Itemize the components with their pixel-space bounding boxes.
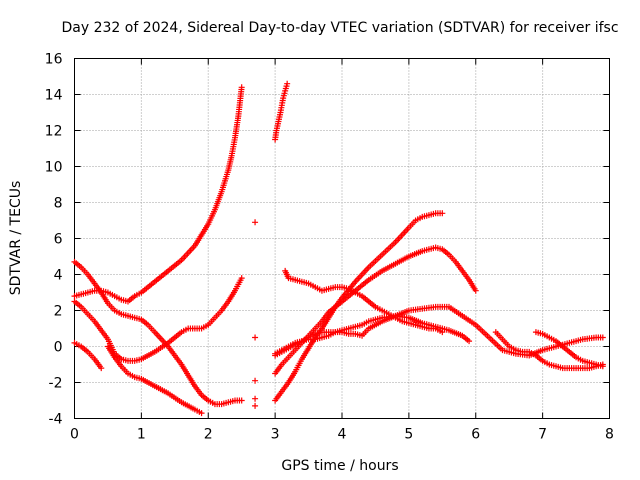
x-tick-label: 3 [271,427,280,443]
data-point-marker [439,210,446,217]
data-point-marker [98,365,105,372]
series-arc-9 [272,244,479,377]
data-point-marker [238,397,245,404]
series-arc-6 [272,80,291,143]
y-tick-label: -2 [49,376,63,392]
y-tick-label: 12 [45,124,63,140]
data-point-marker [252,334,259,341]
series-arc-2 [71,258,245,408]
series-arc-11 [272,312,473,357]
x-axis-label: GPS time / hours [281,458,398,474]
data-point-marker [599,334,606,341]
x-tick-label: 8 [605,427,614,443]
x-tick-label: 5 [404,427,413,443]
y-tick-label: 10 [45,160,63,176]
series-arc-8 [272,210,446,404]
series-arc-3 [71,275,245,364]
y-tick-label: 8 [54,196,63,212]
y-tick-label: 6 [54,232,63,248]
y-tick-label: 16 [45,52,63,68]
x-tick-label: 2 [204,427,213,443]
y-tick-label: 14 [45,88,63,104]
y-tick-label: 4 [54,268,63,284]
data-point-marker [466,338,473,345]
series-arc-1 [71,84,245,305]
y-tick-label: 0 [54,340,63,356]
data-point-marker [252,395,259,402]
x-tick-label: 1 [137,427,146,443]
x-tick-label: 6 [471,427,480,443]
x-tick-label: 0 [70,427,79,443]
data-point-marker [472,287,479,294]
data-point-marker [599,363,606,370]
y-axis-label: SDTVAR / TECUs [8,181,24,296]
grid-layer [74,58,610,419]
data-point-marker [198,410,205,417]
series-isolated-points [252,219,259,409]
data-point-marker [252,219,259,226]
data-point-marker [238,275,245,282]
series-arc-13 [532,329,606,370]
series-arc-5 [104,343,205,417]
chart-title: Day 232 of 2024, Sidereal Day-to-day VTE… [61,20,618,36]
y-tick-label: -4 [49,412,63,428]
series-arc-4 [71,339,105,372]
data-point-marker [252,402,259,409]
x-tick-label: 7 [538,427,547,443]
data-point-marker [252,377,259,384]
data-point-marker [284,80,291,87]
y-tick-label: 2 [54,304,63,320]
points-layer [71,80,606,417]
data-point-marker [238,84,245,91]
x-tick-label: 4 [338,427,347,443]
